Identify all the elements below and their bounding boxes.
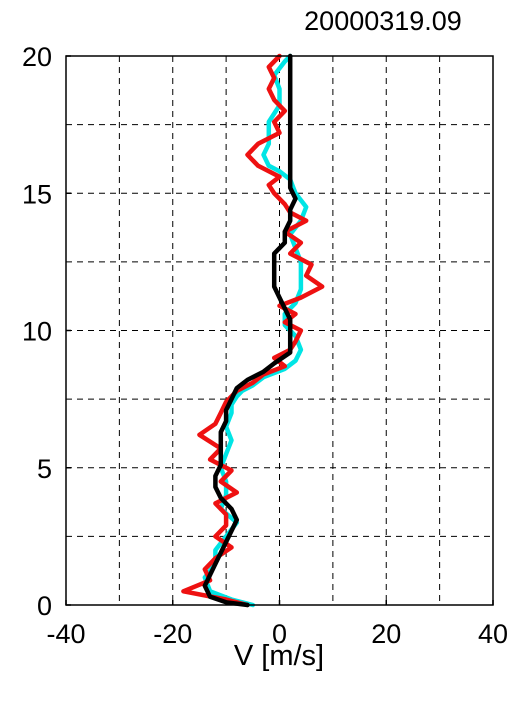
y-tick-label: 20 [22,42,52,72]
axis-ticks: -40 -20 0 20 40 0 5 10 15 20 [22,42,508,649]
x-axis-label: V [m/s] [234,640,324,672]
x-tick-label: -20 [153,619,192,649]
y-tick-label: 10 [22,317,52,347]
x-tick-label: 20 [371,619,401,649]
y-tick-label: 15 [22,179,52,209]
x-tick-label: 0 [272,619,287,649]
grid [66,56,493,605]
x-tick-label: -40 [46,619,85,649]
x-tick-label: 40 [478,619,508,649]
series-line-3 [202,53,298,608]
series-line-2 [181,53,325,608]
data-series [181,53,325,608]
chart-title: 20000319.09 [304,6,462,36]
y-tick-label: 5 [37,454,52,484]
y-tick-label: 0 [37,591,52,621]
